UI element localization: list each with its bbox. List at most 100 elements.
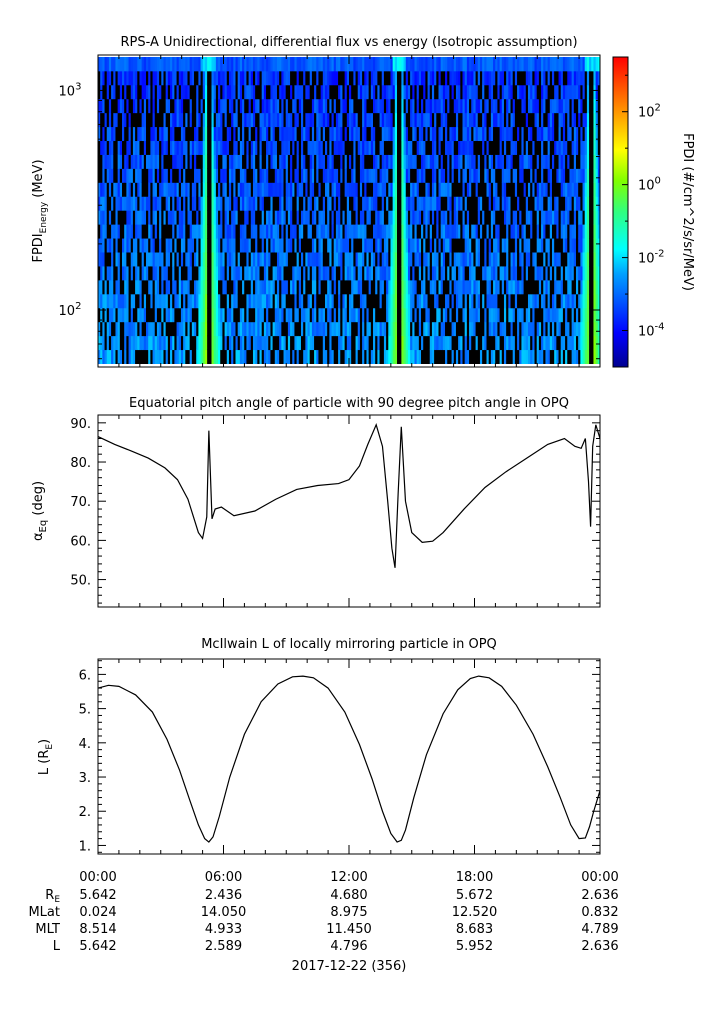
heatmap-cell bbox=[381, 98, 385, 114]
heatmap-cell bbox=[189, 279, 193, 295]
heatmap-cell bbox=[534, 224, 538, 239]
heatmap-cell bbox=[495, 126, 499, 142]
heatmap-cell bbox=[305, 293, 309, 309]
heatmap-cell bbox=[309, 279, 313, 295]
heatmap-cell bbox=[294, 196, 298, 211]
heatmap-cell bbox=[482, 168, 485, 183]
heatmap-cell bbox=[108, 321, 112, 337]
heatmap-cell bbox=[148, 56, 151, 72]
heatmap-cell bbox=[449, 349, 453, 364]
heatmap-cell bbox=[556, 293, 560, 309]
heatmap-cell bbox=[521, 98, 525, 114]
heatmap-cell bbox=[469, 168, 472, 183]
heatmap-cell bbox=[161, 168, 165, 183]
heatmap-cell bbox=[255, 140, 258, 155]
heatmap-cell bbox=[353, 154, 357, 169]
heatmap-cell bbox=[584, 112, 588, 128]
heatmap-cell bbox=[276, 140, 280, 155]
heatmap-cell bbox=[353, 266, 357, 281]
heatmap-cell bbox=[172, 112, 175, 128]
heatmap-cell bbox=[333, 307, 337, 323]
heatmap-cell bbox=[532, 279, 536, 295]
heatmap-cell bbox=[357, 307, 361, 323]
heatmap-cell bbox=[381, 84, 385, 100]
heatmap-cell bbox=[453, 238, 457, 253]
heatmap-cell bbox=[453, 224, 457, 239]
heatmap-cell bbox=[250, 349, 254, 364]
heatmap-cell bbox=[314, 307, 317, 323]
heatmap-cell bbox=[246, 335, 250, 351]
heatmap-cell bbox=[549, 70, 553, 86]
heatmap-cell bbox=[517, 154, 520, 169]
heatmap-cell bbox=[300, 196, 304, 211]
heatmap-cell bbox=[412, 307, 416, 323]
heatmap-cell bbox=[198, 224, 202, 239]
heatmap-cell bbox=[141, 266, 145, 281]
heatmap-cell bbox=[565, 56, 568, 72]
heatmap-cell bbox=[235, 279, 239, 295]
heatmap-cell bbox=[333, 321, 337, 337]
heatmap-cell bbox=[340, 56, 344, 72]
heatmap-cell bbox=[445, 196, 448, 211]
heatmap-cell bbox=[394, 224, 398, 239]
heatmap-cell bbox=[290, 252, 293, 267]
heatmap-cell bbox=[565, 112, 568, 128]
heatmap-cell bbox=[571, 56, 575, 72]
heatmap-cell bbox=[418, 307, 422, 323]
heatmap-cell bbox=[392, 210, 396, 225]
heatmap-cell bbox=[556, 335, 560, 351]
heatmap-cell bbox=[506, 238, 509, 253]
heatmap-cell bbox=[549, 210, 553, 225]
heatmap-cell bbox=[383, 307, 387, 323]
heatmap-cell bbox=[268, 84, 272, 100]
heatmap-cell bbox=[222, 335, 226, 351]
heatmap-cell bbox=[231, 140, 234, 155]
heatmap-cell bbox=[215, 168, 219, 183]
heatmap-cell bbox=[353, 182, 357, 197]
heatmap-cell bbox=[497, 349, 501, 364]
heatmap-cell bbox=[506, 252, 509, 267]
heatmap-cell bbox=[591, 238, 595, 253]
heatmap-cell bbox=[484, 238, 488, 253]
heatmap-cell bbox=[501, 98, 505, 114]
heatmap-cell bbox=[503, 321, 507, 337]
heatmap-cell bbox=[152, 98, 156, 114]
heatmap-cell bbox=[270, 84, 274, 100]
heatmap-cell bbox=[565, 98, 568, 114]
heatmap-cell bbox=[183, 266, 186, 281]
heatmap-cell bbox=[359, 154, 363, 169]
heatmap-cell bbox=[224, 70, 228, 86]
heatmap-cell bbox=[202, 56, 206, 72]
heatmap-cell bbox=[294, 84, 298, 100]
heatmap-cell bbox=[392, 196, 396, 211]
heatmap-cell bbox=[525, 182, 529, 197]
heatmap-cell bbox=[545, 210, 549, 225]
heatmap-cell bbox=[349, 210, 352, 225]
heatmap-cell bbox=[237, 224, 241, 239]
heatmap-cell bbox=[333, 349, 337, 364]
heatmap-cell bbox=[565, 140, 568, 155]
heatmap-cell bbox=[392, 126, 396, 142]
heatmap-cell bbox=[431, 70, 435, 86]
heatmap-cell bbox=[521, 126, 525, 142]
heatmap-cell bbox=[266, 321, 269, 337]
heatmap-cell bbox=[538, 321, 542, 337]
heatmap-cell bbox=[429, 293, 433, 309]
heatmap-cell bbox=[517, 307, 520, 323]
heatmap-cell bbox=[558, 321, 562, 337]
heatmap-cell bbox=[113, 70, 117, 86]
heatmap-cell bbox=[469, 307, 472, 323]
heatmap-cell bbox=[167, 56, 171, 72]
heatmap-cell bbox=[473, 84, 477, 100]
heatmap-cell bbox=[508, 307, 512, 323]
heatmap-cell bbox=[320, 56, 324, 72]
heatmap-cell bbox=[458, 98, 461, 114]
heatmap-cell bbox=[148, 252, 151, 267]
heatmap-cell bbox=[279, 293, 282, 309]
heatmap-cell bbox=[554, 266, 557, 281]
heatmap-cell bbox=[517, 112, 520, 128]
heatmap-cell bbox=[517, 238, 520, 253]
heatmap-cell bbox=[209, 321, 213, 337]
heatmap-cell bbox=[209, 140, 213, 155]
heatmap-cell bbox=[126, 210, 130, 225]
